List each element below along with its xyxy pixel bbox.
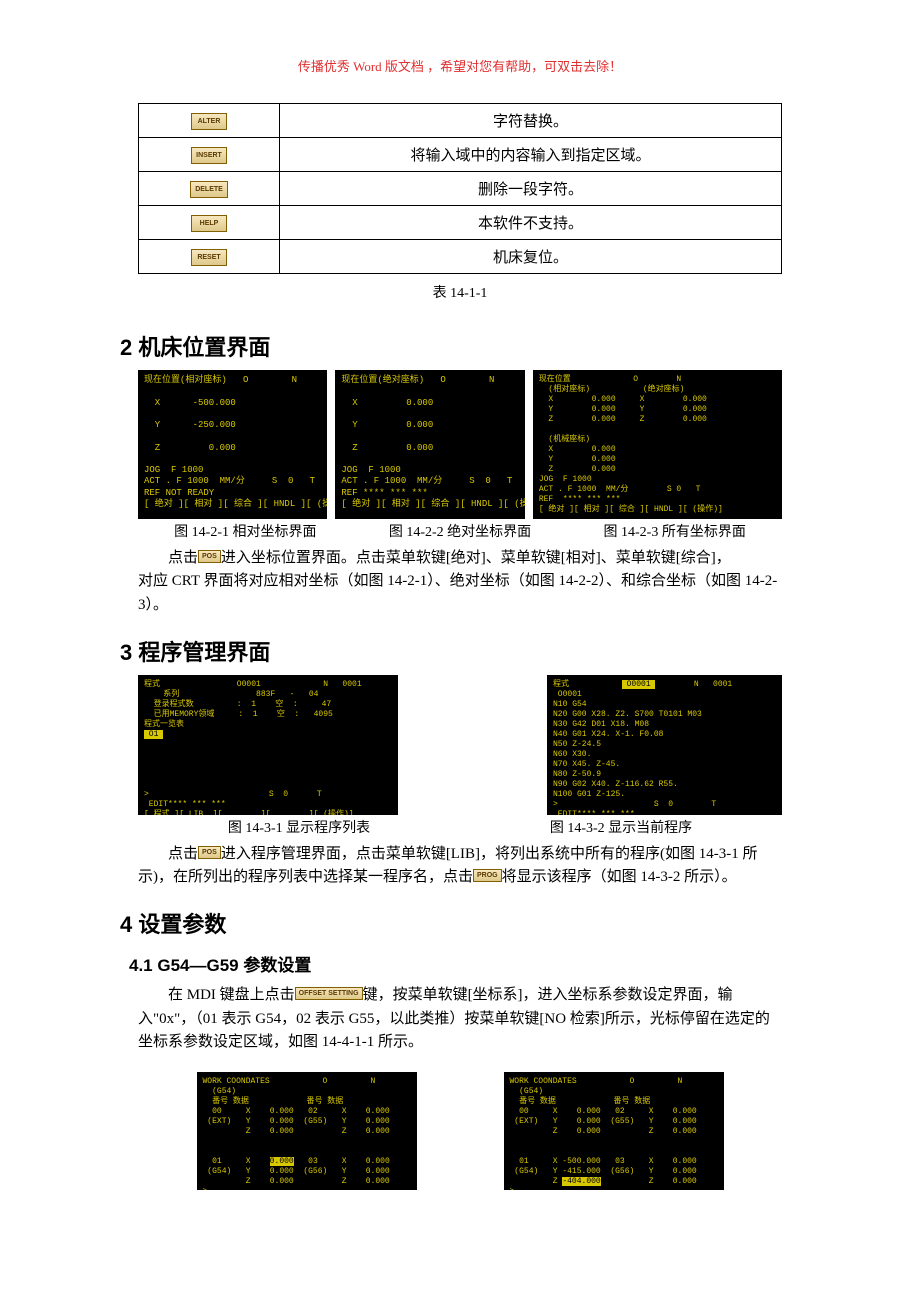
section-4-title: 4 设置参数 — [120, 907, 782, 939]
section-4-1-title: 4.1 G54—G59 参数设置 — [129, 951, 782, 976]
sec3-para-c: 将显示该程序（如图 14-3-2 所示）。 — [502, 869, 737, 885]
fig-caption-14-3-2: 图 14-3-2 显示当前程序 — [550, 817, 692, 837]
fig-caption-14-2-1: 图 14-2-1 相对坐标界面 — [138, 521, 353, 541]
table-row: INSERT 将输入域中的内容输入到指定区域。 — [139, 138, 782, 172]
fig-caption-14-2-3: 图 14-2-3 所有坐标界面 — [567, 521, 782, 541]
sec2-para-b: 进入坐标位置界面。点击菜单软键[绝对]、菜单软键[相对]、菜单软键[综合]， — [221, 550, 731, 566]
delete-key-icon: DELETE — [190, 181, 228, 198]
delete-key-desc: 删除一段字符。 — [280, 172, 782, 206]
insert-key-desc: 将输入域中的内容输入到指定区域。 — [280, 138, 782, 172]
crt-absolute-coords: 现在位置(绝对座标) O N X 0.000 Y 0.000 Z 0.000 J… — [335, 370, 524, 519]
table-caption-14-1-1: 表 14-1-1 — [138, 282, 782, 302]
reset-key-icon: RESET — [191, 249, 227, 266]
fig-caption-14-3-1: 图 14-3-1 显示程序列表 — [228, 817, 370, 837]
fig-caption-14-2-2: 图 14-2-2 绝对坐标界面 — [353, 521, 568, 541]
sec3-para-a: 点击 — [168, 846, 198, 862]
alter-key-icon: ALTER — [191, 113, 227, 130]
section-3-title: 3 程序管理界面 — [120, 635, 782, 667]
sec2-para-c: 对应 CRT 界面将对应相对坐标（如图 14-2-1）、绝对坐标（如图 14-2… — [138, 570, 782, 617]
page-header-banner: 传播优秀 Word 版文档 ，希望对您有帮助，可双击去除！ — [138, 56, 782, 75]
key-functions-table: ALTER 字符替换。 INSERT 将输入域中的内容输入到指定区域。 DELE… — [138, 103, 782, 274]
pos-button-icon: POS — [198, 846, 221, 859]
crt-current-program: 程式 O0001 N 0001 O0001 N10 G54 N20 G00 X2… — [547, 675, 782, 815]
insert-key-icon: INSERT — [191, 147, 227, 164]
sec4-para-a: 在 MDI 键盘上点击 — [168, 987, 295, 1003]
crt-work-coords-initial: WORK COONDATES O N (G54) 番号 数据 番号 数据 00 … — [197, 1072, 417, 1190]
offset-setting-button-icon: OFFSET SETTING — [295, 987, 363, 1000]
help-key-icon: HELP — [191, 215, 227, 232]
table-row: ALTER 字符替换。 — [139, 104, 782, 138]
table-row: DELETE 删除一段字符。 — [139, 172, 782, 206]
crt-all-coords: 现在位置 O N (相对座标) (绝对座标) X 0.000 X 0.000 Y… — [533, 370, 782, 519]
table-row: HELP 本软件不支持。 — [139, 206, 782, 240]
crt-relative-coords: 现在位置(相对座标) O N X -500.000 Y -250.000 Z 0… — [138, 370, 327, 519]
pos-button-icon: POS — [198, 550, 221, 563]
help-key-desc: 本软件不支持。 — [280, 206, 782, 240]
crt-program-list: 程式 O0001 N 0001 系列 883F - 04 登录程式数 : 1 空… — [138, 675, 398, 815]
section-2-title: 2 机床位置界面 — [120, 330, 782, 362]
sec2-para-a: 点击 — [168, 550, 198, 566]
prog-button-icon: PROG — [473, 869, 502, 882]
table-row: RESET 机床复位。 — [139, 240, 782, 274]
crt-work-coords-set: WORK COONDATES O N (G54) 番号 数据 番号 数据 00 … — [504, 1072, 724, 1190]
alter-key-desc: 字符替换。 — [280, 104, 782, 138]
reset-key-desc: 机床复位。 — [280, 240, 782, 274]
